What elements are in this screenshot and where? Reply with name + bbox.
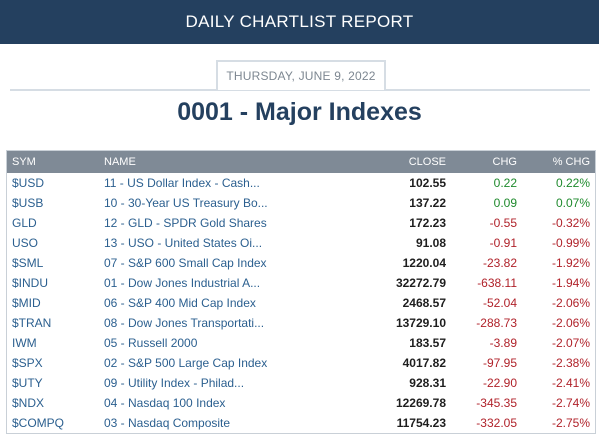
column-header-pct-chg[interactable]: % CHG xyxy=(552,156,590,168)
percent-change-value: 0.07% xyxy=(555,196,590,210)
percent-change-value: -1.92% xyxy=(551,256,590,270)
name-link[interactable]: 11 - US Dollar Index - Cash... xyxy=(104,176,260,190)
change-value: -22.90 xyxy=(482,376,517,390)
percent-change-value: -2.07% xyxy=(551,336,590,350)
symbol-link[interactable]: USO xyxy=(12,236,39,250)
change-value: -345.35 xyxy=(476,396,517,410)
close-value: 91.08 xyxy=(415,236,446,250)
name-link[interactable]: 13 - USO - United States Oi... xyxy=(104,236,263,250)
table-row[interactable]: $MID 06 - S&P 400 Mid Cap Index 2468.57 -52… xyxy=(7,293,595,313)
column-header-chg[interactable]: CHG xyxy=(492,156,517,168)
percent-change-value: -2.41% xyxy=(551,376,590,390)
change-value: 0.22 xyxy=(493,176,517,190)
change-value: -52.04 xyxy=(482,296,517,310)
table-row[interactable]: $SML 07 - S&P 600 Small Cap Index 1220.04 -… xyxy=(7,253,595,273)
table-row[interactable]: $USD 11 - US Dollar Index - Cash... 102.55… xyxy=(7,173,595,193)
table-row[interactable]: $SPX 02 - S&P 500 Large Cap Index 4017.82 -… xyxy=(7,353,595,373)
change-value: -97.95 xyxy=(482,356,517,370)
change-value: -332.05 xyxy=(476,416,517,430)
name-link[interactable]: 12 - GLD - SPDR Gold Shares xyxy=(104,216,267,230)
name-link[interactable]: 06 - S&P 400 Mid Cap Index xyxy=(104,296,256,310)
report-header: DAILY CHARTLIST REPORT xyxy=(0,0,599,44)
table-body: $USD 11 - US Dollar Index - Cash... 102.55… xyxy=(7,173,595,433)
change-value: -0.55 xyxy=(489,216,517,230)
percent-change-value: -2.06% xyxy=(551,316,590,330)
name-link[interactable]: 08 - Dow Jones Transportati... xyxy=(104,316,265,330)
close-value: 4017.82 xyxy=(402,356,446,370)
name-link[interactable]: 07 - S&P 600 Small Cap Index xyxy=(104,256,267,270)
close-value: 137.22 xyxy=(409,196,446,210)
percent-change-value: -2.06% xyxy=(551,296,590,310)
close-value: 102.55 xyxy=(409,176,446,190)
table-row[interactable]: $UTY 09 - Utility Index - Philad... 928.31… xyxy=(7,373,595,393)
close-value: 11754.23 xyxy=(396,416,446,430)
name-link[interactable]: 02 - S&P 500 Large Cap Index xyxy=(104,356,268,370)
table-row[interactable]: $TRAN 08 - Dow Jones Transportati... 13729… xyxy=(7,313,595,333)
symbol-link[interactable]: $MID xyxy=(12,296,41,310)
name-link[interactable]: 04 - Nasdaq 100 Index xyxy=(104,396,226,410)
close-value: 928.31 xyxy=(409,376,446,390)
percent-change-value: -2.75% xyxy=(551,416,590,430)
table-header: SYM NAME CLOSE CHG % CHG xyxy=(7,151,595,173)
percent-change-value: 0.22% xyxy=(555,176,590,190)
date-section: THURSDAY, JUNE 9, 2022 xyxy=(10,60,590,91)
table-row[interactable]: $COMPQ 03 - Nasdaq Composite 11754.23 -332.… xyxy=(7,413,595,433)
chartlist-table: SYM NAME CLOSE CHG % CHG $USD 11 - US Dol… xyxy=(6,150,596,434)
table-row[interactable]: IWM 05 - Russell 2000 183.57 -3.89 -2.07% xyxy=(7,333,595,353)
change-value: 0.09 xyxy=(493,196,517,210)
close-value: 1220.04 xyxy=(402,256,446,270)
symbol-link[interactable]: $TRAN xyxy=(12,316,52,330)
column-header-close[interactable]: CLOSE xyxy=(408,156,446,168)
table-row[interactable]: $USB 10 - 30-Year US Treasury Bo... 137.22… xyxy=(7,193,595,213)
table-row[interactable]: $NDX 04 - Nasdaq 100 Index 12269.78 -345.35… xyxy=(7,393,595,413)
close-value: 183.57 xyxy=(409,336,446,350)
name-link[interactable]: 03 - Nasdaq Composite xyxy=(104,416,231,430)
symbol-link[interactable]: $INDU xyxy=(12,276,49,290)
name-link[interactable]: 01 - Dow Jones Industrial A... xyxy=(104,276,261,290)
symbol-link[interactable]: IWM xyxy=(12,336,37,350)
symbol-link[interactable]: $NDX xyxy=(12,396,45,410)
report-date: THURSDAY, JUNE 9, 2022 xyxy=(216,60,386,90)
change-value: -0.91 xyxy=(489,236,517,250)
column-header-name[interactable]: NAME xyxy=(104,156,136,168)
change-value: -23.82 xyxy=(482,256,517,270)
table-row[interactable]: USO 13 - USO - United States Oi... 91.08 -0… xyxy=(7,233,595,253)
close-value: 13729.10 xyxy=(395,316,446,330)
change-value: -3.89 xyxy=(489,336,517,350)
close-value: 172.23 xyxy=(409,216,446,230)
percent-change-value: -0.32% xyxy=(551,216,590,230)
symbol-link[interactable]: $USD xyxy=(12,176,45,190)
symbol-link[interactable]: $SPX xyxy=(12,356,43,370)
report-title: DAILY CHARTLIST REPORT xyxy=(185,12,414,31)
name-link[interactable]: 09 - Utility Index - Philad... xyxy=(104,376,245,390)
close-value: 12269.78 xyxy=(395,396,446,410)
symbol-link[interactable]: GLD xyxy=(12,216,37,230)
name-link[interactable]: 05 - Russell 2000 xyxy=(104,336,198,350)
close-value: 2468.57 xyxy=(402,296,446,310)
symbol-link[interactable]: $SML xyxy=(12,256,44,270)
percent-change-value: -2.74% xyxy=(551,396,590,410)
table-row[interactable]: $INDU 01 - Dow Jones Industrial A... 32272… xyxy=(7,273,595,293)
symbol-link[interactable]: $UTY xyxy=(12,376,43,390)
change-value: -638.11 xyxy=(477,276,517,290)
symbol-link[interactable]: $USB xyxy=(12,196,44,210)
change-value: -288.73 xyxy=(476,316,517,330)
percent-change-value: -2.38% xyxy=(551,356,590,370)
close-value: 32272.79 xyxy=(395,276,446,290)
percent-change-value: -0.99% xyxy=(551,236,590,250)
percent-change-value: -1.94% xyxy=(551,276,590,290)
page-title: 0001 - Major Indexes xyxy=(177,98,422,126)
column-header-sym[interactable]: SYM xyxy=(12,156,36,168)
symbol-link[interactable]: $COMPQ xyxy=(12,416,65,430)
divider xyxy=(10,89,590,91)
name-link[interactable]: 10 - 30-Year US Treasury Bo... xyxy=(104,196,268,210)
table-row[interactable]: GLD 12 - GLD - SPDR Gold Shares 172.23 -0.5… xyxy=(7,213,595,233)
